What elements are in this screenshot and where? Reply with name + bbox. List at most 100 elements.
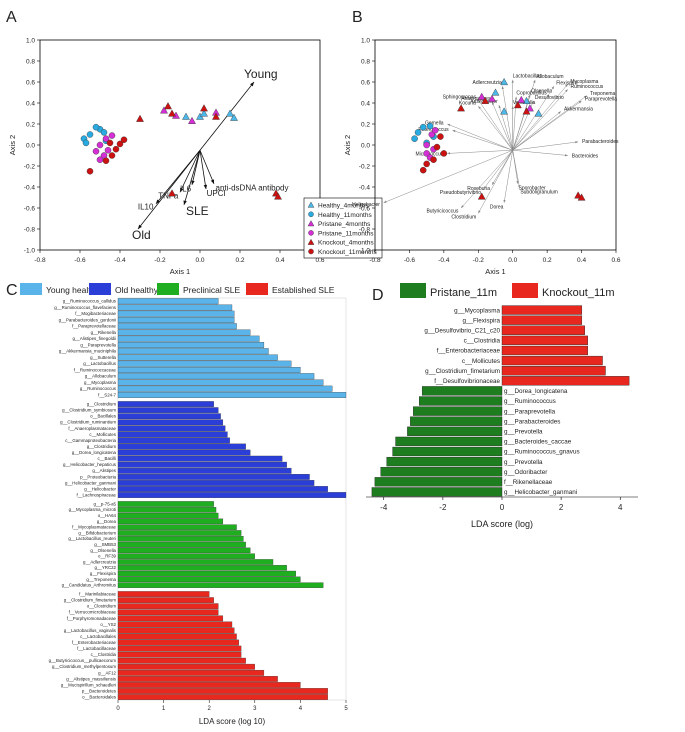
y-tick-label: -0.4: [24, 185, 36, 192]
x-axis-label: LDA score (log): [471, 519, 533, 529]
x-tick-label: 2: [208, 706, 212, 712]
vector-arrowhead: [498, 105, 501, 109]
x-tick-label: 0: [500, 503, 505, 512]
data-point: [488, 94, 496, 102]
bar: [117, 621, 233, 628]
bar-label: g__Lactobacillus: [83, 361, 117, 366]
y-tick-label: 0.8: [361, 59, 370, 66]
x-tick-label: -4: [380, 503, 388, 512]
x-tick-label: 0.2: [235, 257, 244, 264]
plot-frame: [374, 39, 617, 251]
bar: [117, 669, 265, 676]
vector-arrowhead: [565, 84, 568, 87]
legend-swatch: [246, 283, 268, 295]
legend-label: Knockout_4months: [318, 240, 374, 247]
bar-label: f__Marinilabiaceae: [79, 592, 116, 597]
x-tick-label: 0.2: [543, 257, 552, 264]
bar: [117, 582, 324, 588]
bar-label: g__Bifidobacterium: [78, 530, 116, 535]
x-tick-label: -0.8: [34, 257, 46, 264]
vector-arrowhead: [511, 106, 514, 109]
y-tick-label: 0.0: [361, 143, 370, 150]
bar: [117, 609, 219, 616]
bar-label: f__Lactobacillaceae: [77, 646, 116, 651]
vector-label: Sporobacter: [518, 186, 546, 192]
bar: [117, 354, 278, 361]
bar-label: g__Mycoplasma: [454, 307, 500, 314]
legend-marker: [308, 211, 314, 218]
data-point: [525, 104, 534, 112]
legend-box: [303, 197, 383, 259]
bar: [117, 657, 246, 664]
bar: [117, 639, 239, 646]
data-point: [428, 131, 436, 138]
bar-label: g__Clostridium: [87, 444, 117, 449]
vector-arrow: [478, 99, 513, 151]
vector-arrowhead: [478, 210, 481, 214]
bar: [117, 486, 328, 492]
vector-arrowhead: [138, 224, 142, 229]
bar: [117, 524, 237, 530]
bar: [117, 645, 242, 652]
vector-arrowhead: [383, 200, 387, 203]
bar-label: o__HA64: [98, 513, 117, 518]
x-axis-label: Axis 1: [485, 267, 505, 276]
data-point: [500, 107, 509, 115]
vector-label: Parabacteroides: [582, 139, 619, 145]
bar-label: f__Paraprevotellaceae: [72, 324, 116, 329]
vector-label: Gemella: [425, 120, 444, 126]
vector-arrowhead: [516, 180, 519, 184]
bar-label: g__Odoribacter: [504, 469, 547, 476]
legend-swatch: [512, 283, 538, 298]
bar: [117, 633, 237, 640]
vector-label: UPCI: [207, 189, 226, 198]
bar: [117, 688, 328, 694]
bar: [117, 348, 269, 355]
bar: [117, 419, 224, 426]
y-tick-label: -0.4: [359, 185, 371, 192]
bar: [117, 391, 347, 398]
vector-arrowhead: [447, 123, 451, 127]
bar-label: c__Clostridia: [464, 338, 501, 345]
bar: [117, 437, 230, 444]
data-point: [168, 109, 176, 117]
legend-marker: [308, 230, 314, 236]
x-tick-label: -0.2: [154, 257, 166, 264]
bar: [501, 335, 588, 346]
bar: [410, 416, 503, 426]
bar: [386, 456, 503, 467]
data-point: [477, 92, 486, 100]
bar: [117, 413, 221, 420]
vector-arrowhead: [583, 95, 587, 99]
data-point: [457, 104, 466, 112]
data-point: [168, 189, 176, 197]
vector-label: Flexispira: [556, 81, 578, 87]
bar-label: g__Mycoplasma: [84, 380, 117, 385]
bar-label: f__Anaeroplasmataceae: [68, 426, 116, 431]
bar: [371, 487, 503, 497]
bar: [117, 507, 217, 513]
data-point: [230, 113, 238, 121]
bar-label: f__Rikenellaceae: [504, 479, 553, 486]
vector-label: anti-dsDNA antibody: [216, 183, 289, 192]
x-tick-label: -0.4: [114, 257, 126, 264]
bar: [501, 315, 583, 325]
vector-label: Olsenella: [531, 89, 552, 95]
bar: [374, 477, 503, 487]
y-axis-label: Axis 2: [343, 135, 352, 155]
bar-label: g__AF12: [98, 670, 116, 675]
bar-label: f__Porphyromonadaceae: [67, 616, 117, 621]
vector-arrowhead: [156, 199, 160, 204]
bar: [117, 379, 324, 386]
data-point: [500, 77, 509, 86]
bar: [117, 536, 244, 542]
x-tick-label: -0.4: [438, 257, 450, 264]
vector-arrowhead: [564, 154, 568, 157]
vector-arrow: [478, 150, 513, 214]
vector-arrowhead: [203, 184, 208, 190]
bar: [395, 436, 503, 447]
bar-label: g__Prevotella: [504, 459, 543, 466]
panel-letter: D: [372, 287, 384, 304]
bar: [407, 426, 503, 436]
